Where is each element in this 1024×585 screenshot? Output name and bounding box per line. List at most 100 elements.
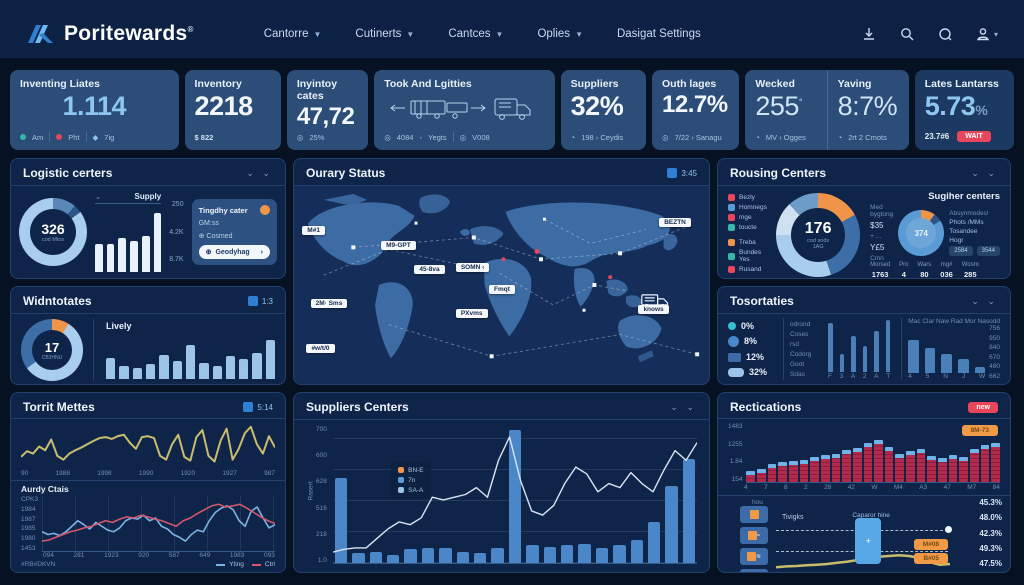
list-item: rsd bbox=[790, 340, 800, 348]
stacked-bar bbox=[789, 460, 798, 482]
list-item: F bbox=[828, 373, 832, 380]
panel-controls[interactable]: ⌄ ⌄ bbox=[971, 167, 998, 178]
gauge-icon: ◎ bbox=[296, 133, 304, 142]
list-item: A bbox=[874, 373, 879, 380]
supply-axis-labels: 250 4.2K 8.7K bbox=[169, 201, 183, 263]
nav-item-settings[interactable]: Dasigat Settings bbox=[616, 28, 701, 40]
nav-item-cutinerts[interactable]: Cutinerts ▼ bbox=[355, 28, 415, 40]
kpi-card-suppliers: Suppliers 32% ◔ 198 › Ceydis bbox=[560, 70, 647, 150]
kpi-value: 2218 bbox=[194, 91, 254, 121]
map-label: #w/t/0 bbox=[306, 344, 335, 354]
bar bbox=[439, 547, 452, 563]
stacked-bar bbox=[863, 443, 873, 482]
list-item: 1.84 bbox=[729, 458, 743, 466]
stacked-bar bbox=[938, 458, 947, 482]
refresh-icon[interactable] bbox=[937, 26, 953, 42]
list-item: 4 bbox=[908, 373, 912, 380]
cargo-icon: ≋ bbox=[740, 548, 768, 565]
list-item: 1988 bbox=[55, 470, 70, 477]
panel-controls[interactable]: ⌄ ⌄ bbox=[670, 401, 697, 412]
kpi-foot-item: 23.7#6 bbox=[924, 132, 950, 141]
bar bbox=[682, 458, 696, 563]
kpi-foot-item: 2rt 2 Cmots bbox=[848, 133, 887, 142]
panel-torrit-mettes: Torrit Mettes 5:14 90 1988 1998 1990 1920 192… bbox=[10, 392, 286, 573]
clock-badge-icon bbox=[667, 168, 678, 178]
bar bbox=[145, 364, 156, 379]
search-icon[interactable] bbox=[899, 26, 915, 42]
panel-controls[interactable]: ⌄ ⌄ bbox=[246, 167, 273, 178]
brand[interactable]: Poritewards® bbox=[26, 21, 194, 47]
overlay-badge: 8M-73 bbox=[961, 425, 998, 436]
list-item: odrond bbox=[790, 320, 811, 328]
kpi-value: 1.114 bbox=[62, 91, 127, 121]
highlight-marker[interactable]: + bbox=[855, 518, 882, 564]
panel-tosortaties: Tosortaties ⌄ ⌄ 0% 8% 12% 32% odrond Coses… bbox=[717, 286, 1011, 385]
clock-icon: ◔ bbox=[570, 133, 576, 142]
stacked-bar bbox=[799, 459, 809, 482]
gauge-icon: ◎ bbox=[459, 132, 467, 142]
download-icon[interactable] bbox=[861, 26, 877, 42]
list-item: Coses bbox=[790, 330, 809, 338]
panel-title: Logistic certers bbox=[23, 166, 113, 180]
lively-bar-chart bbox=[106, 331, 276, 379]
list-item: 2 bbox=[862, 373, 867, 380]
kpi-label: Took And Lgitties bbox=[384, 78, 472, 90]
rectications-bottom-section: hou ≈ ≋ Tivigks Caparor hine + M#08 B#05… bbox=[718, 495, 1010, 572]
list-item: 90 bbox=[21, 470, 29, 477]
kpi-label: Inyintoy cates bbox=[296, 78, 338, 102]
list-item: 1987 bbox=[21, 515, 36, 523]
panel-logistic-certers: Logistic certers ⌄ ⌄ 326 cod Mtos ⌄ Suppl… bbox=[10, 158, 286, 279]
nav-item-oplies[interactable]: Oplies ▼ bbox=[537, 28, 583, 40]
nav-item-cantorre[interactable]: Cantorre ▼ bbox=[263, 28, 322, 40]
panel-title: Rectications bbox=[730, 400, 802, 414]
bar bbox=[106, 244, 115, 272]
nav-item-cantces[interactable]: Cantces ▼ bbox=[448, 28, 504, 40]
bar bbox=[106, 357, 116, 379]
chevron-down-icon: ▼ bbox=[313, 29, 322, 39]
list-item: 950 bbox=[989, 334, 1000, 342]
user-menu[interactable]: ▾ bbox=[975, 26, 998, 42]
donut-center-sub: cod Mtos bbox=[41, 237, 65, 243]
bar bbox=[159, 354, 169, 379]
pill-icon bbox=[728, 367, 744, 377]
geodyhag-button[interactable]: ⊕ Geodyhag › bbox=[198, 245, 270, 259]
kpi-card-inyintoy: Inyintoy cates 47,72 ◎ 25% bbox=[286, 70, 369, 150]
list-item: 1483 bbox=[728, 423, 743, 430]
donut-center-sub: 1AG bbox=[812, 244, 824, 250]
dashboard-grid: Logistic certers ⌄ ⌄ 326 cod Mtos ⌄ Suppl… bbox=[0, 150, 1024, 573]
dropdown-item[interactable]: ⊕ Cosmed bbox=[198, 233, 233, 240]
panel-title: Tosortaties bbox=[730, 294, 794, 308]
red-dot-icon bbox=[56, 134, 63, 140]
panel-suppliers-centers: Suppliers Centers ⌄ ⌄ Rasert 700 600 628 516… bbox=[293, 392, 710, 573]
list-item: M7 bbox=[967, 484, 977, 491]
stacked-bar bbox=[969, 448, 979, 482]
rousing-mini-table: Morsed 1763 Pro 4 Wars 80 mg# 036 Wosm 285 bbox=[870, 262, 979, 279]
brand-logo-icon bbox=[28, 25, 53, 43]
world-map[interactable]: M#1 M9-GPT 45-8va SOMN ‹ Fmqt 2M· Sms #w/t/0 PX… bbox=[294, 186, 709, 384]
bar bbox=[874, 331, 879, 372]
stacked-bar bbox=[980, 445, 990, 482]
list-item: 670 bbox=[989, 353, 1000, 361]
list-item: M4 bbox=[893, 484, 903, 491]
dropdown-item[interactable]: GM:ss bbox=[198, 220, 219, 227]
clock-icon: ◔ bbox=[837, 133, 843, 142]
kpi-label: Lates Lantarss bbox=[924, 78, 999, 90]
list-item: 600 bbox=[316, 452, 327, 460]
list-item: 4.2K bbox=[169, 228, 184, 236]
sugiher-section: Sugiher centers Med bygtong $35 + ... Y£… bbox=[870, 191, 1000, 279]
bar bbox=[508, 430, 522, 563]
brand-name: Poritewards® bbox=[64, 22, 194, 45]
stacked-bar bbox=[959, 457, 968, 482]
square-icon bbox=[728, 352, 741, 362]
suppliers-bar-chart bbox=[333, 426, 697, 563]
chevron-down-icon[interactable]: ⌄ bbox=[95, 193, 101, 201]
bar bbox=[543, 546, 556, 563]
chevron-down-icon: ▼ bbox=[495, 29, 504, 39]
bar bbox=[225, 356, 236, 379]
panel-controls[interactable]: ⌄ ⌄ bbox=[971, 295, 998, 306]
bar bbox=[95, 244, 103, 272]
torrit-line-chart-1 bbox=[21, 423, 275, 470]
map-label: M#1 bbox=[302, 225, 325, 235]
top-nav: Poritewards® Cantorre ▼ Cutinerts ▼ Cantce… bbox=[0, 0, 1024, 58]
donut-center-value: 176 bbox=[804, 220, 832, 237]
